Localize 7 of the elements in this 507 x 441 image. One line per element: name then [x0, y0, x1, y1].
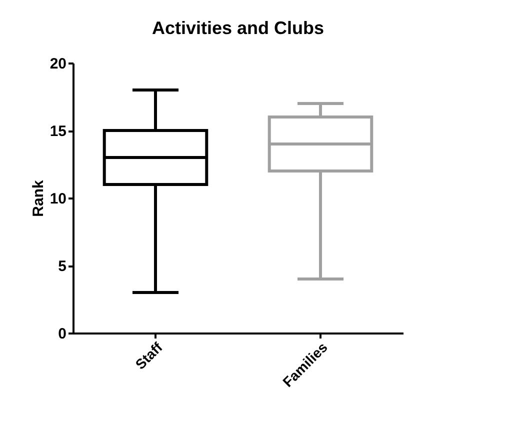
- y-tick-label: 10: [50, 190, 66, 208]
- y-tick-label: 15: [50, 123, 66, 140]
- y-tick-label: 0: [58, 326, 66, 342]
- y-tick-label: 20: [50, 56, 66, 72]
- chart-title: Activities and Clubs: [152, 18, 324, 38]
- y-axis-title: Rank: [30, 180, 47, 217]
- y-tick-label: 5: [58, 258, 66, 275]
